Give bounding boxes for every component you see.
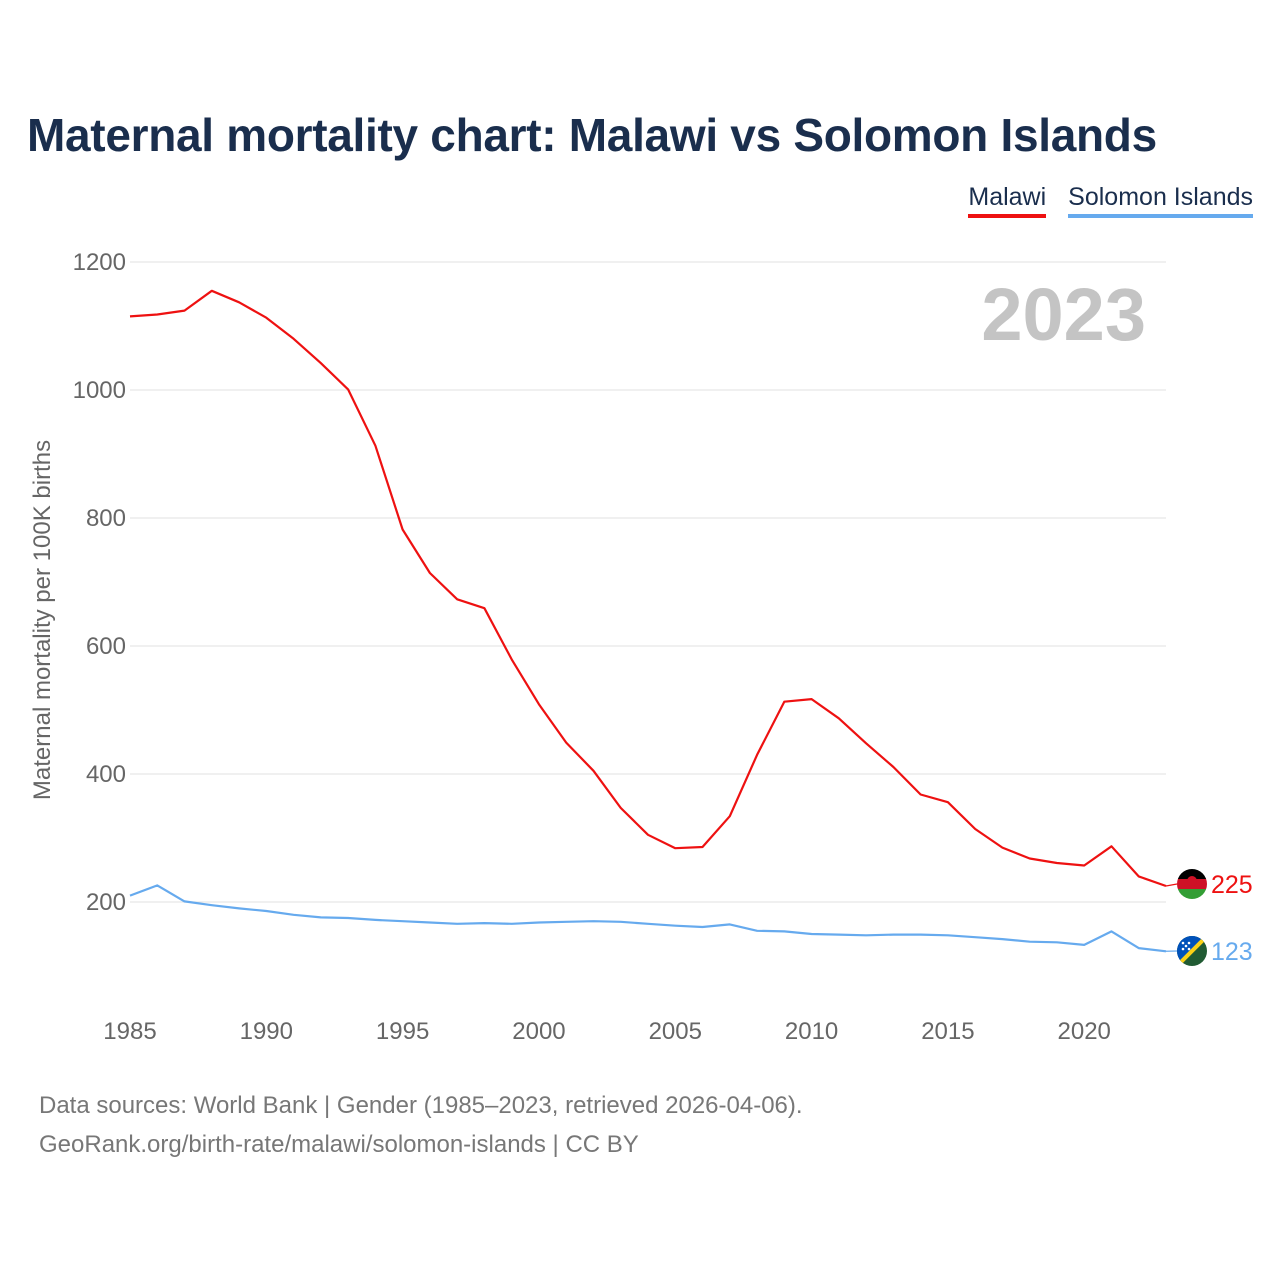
- series-lines: [129, 289, 1178, 953]
- chart-title: Maternal mortality chart: Malawi vs Solo…: [27, 109, 1157, 161]
- legend-item-malawi[interactable]: Malawi: [968, 183, 1047, 218]
- x-tick-label: 1995: [376, 1018, 429, 1045]
- x-tick-label: 2015: [921, 1018, 974, 1045]
- end-connector-malawi: [1165, 883, 1178, 887]
- series-end-labels: 225 123: [1211, 871, 1253, 966]
- grid-lines: [130, 261, 1166, 903]
- legend-item-solomon-islands[interactable]: Solomon Islands: [1068, 183, 1253, 218]
- y-axis-ticks: 200 400 600 800 1000 1200: [73, 249, 126, 916]
- series-line-malawi[interactable]: [129, 289, 1167, 888]
- y-tick-label: 800: [86, 505, 126, 532]
- x-axis-ticks: 1985 1990 1995 2000 2005 2010 2015 2020: [103, 1018, 1111, 1045]
- x-tick-label: 2005: [649, 1018, 702, 1045]
- x-tick-label: 1985: [103, 1018, 156, 1045]
- y-tick-label: 400: [86, 761, 126, 788]
- y-tick-label: 600: [86, 633, 126, 660]
- x-tick-label: 1990: [240, 1018, 293, 1045]
- x-tick-label: 2020: [1058, 1018, 1111, 1045]
- y-tick-label: 1200: [73, 249, 126, 276]
- source-link[interactable]: GeoRank.org/birth-rate/malawi/solomon-is…: [39, 1131, 639, 1158]
- data-source-note: Data sources: World Bank | Gender (1985–…: [39, 1092, 803, 1119]
- x-tick-label: 2010: [785, 1018, 838, 1045]
- legend: Malawi Solomon Islands: [968, 183, 1253, 218]
- x-tick-label: 2000: [512, 1018, 565, 1045]
- end-label-malawi: 225: [1211, 871, 1253, 899]
- solomon-islands-flag-icon: [1177, 936, 1207, 966]
- y-tick-label: 1000: [73, 377, 126, 404]
- footer: Data sources: World Bank | Gender (1985–…: [39, 1086, 803, 1164]
- end-label-solomon-islands: 123: [1211, 938, 1253, 966]
- y-axis-title: Maternal mortality per 100K births: [29, 440, 56, 800]
- year-label: 2023: [981, 273, 1146, 356]
- malawi-flag-icon: [1177, 869, 1207, 899]
- series-line-solomon-islands[interactable]: [129, 884, 1167, 953]
- y-tick-label: 200: [86, 889, 126, 916]
